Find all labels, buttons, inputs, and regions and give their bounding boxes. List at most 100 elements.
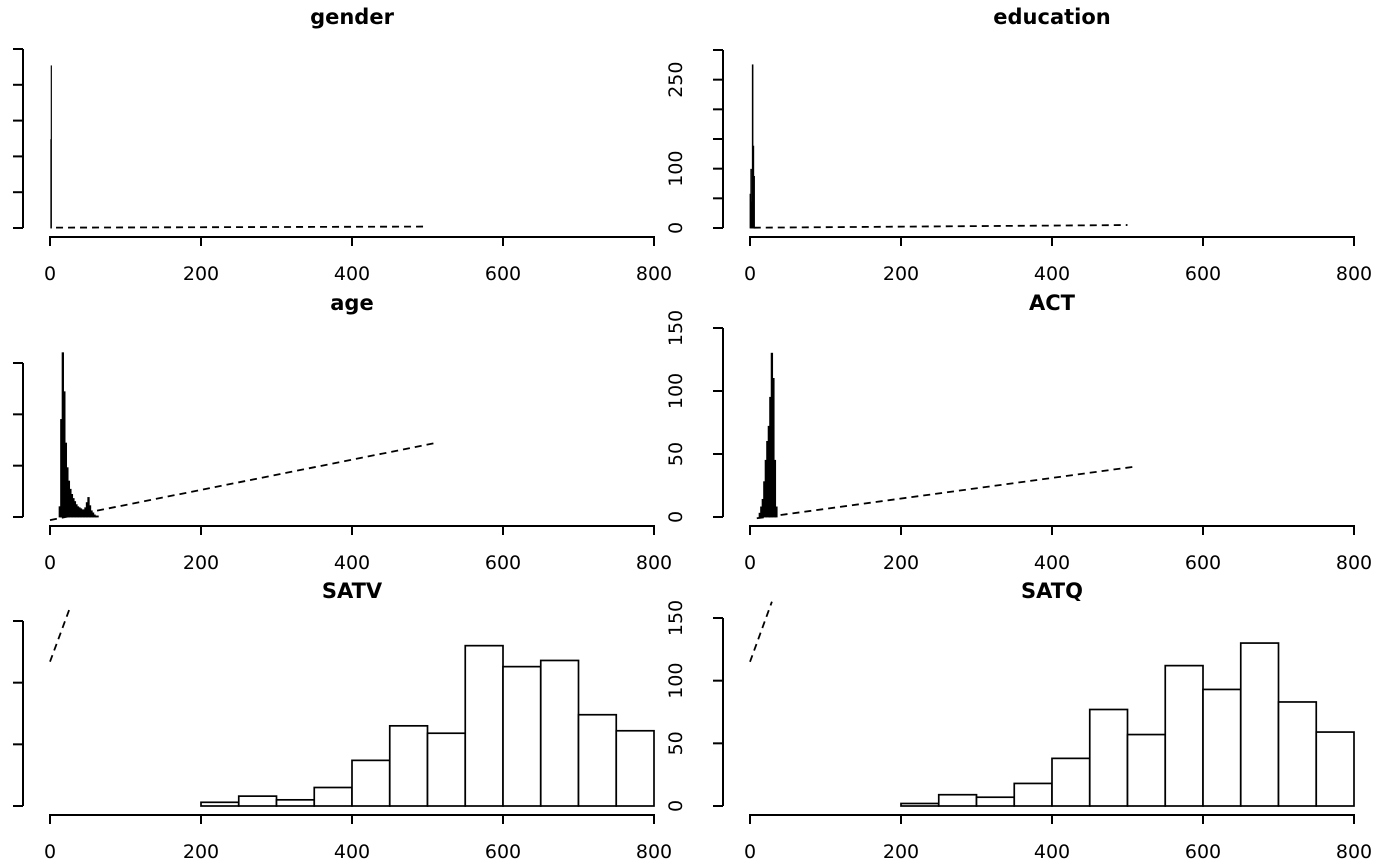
histogram-bar xyxy=(615,729,655,807)
y-axis: 0 50 100 150 xyxy=(665,600,724,812)
histogram-bars xyxy=(200,644,655,807)
x-tick-label: 600 xyxy=(485,552,521,574)
histogram-bar xyxy=(1126,733,1167,807)
histogram-bar xyxy=(1277,701,1318,807)
y-tick-label: 150 xyxy=(665,600,687,636)
x-tick-label: 200 xyxy=(183,841,219,863)
y-tick-label: 100 xyxy=(665,663,687,699)
panel-age: age 0 200 400 600 800 xyxy=(13,291,672,574)
panel-title: ACT xyxy=(1029,291,1076,315)
x-tick-label: 600 xyxy=(1185,552,1221,574)
histogram-bar xyxy=(1088,708,1129,807)
x-tick-label: 0 xyxy=(44,841,56,863)
panel-SATV: SATV 0 200 400 600 800 xyxy=(13,579,672,863)
histogram-bar xyxy=(1202,688,1242,807)
histogram-bar xyxy=(313,786,353,807)
histogram-bar xyxy=(772,377,775,518)
histogram-bar xyxy=(275,798,316,807)
panel-title: gender xyxy=(310,5,395,29)
y-axis xyxy=(13,362,24,518)
x-axis: 0 200 400 600 800 xyxy=(44,814,672,863)
histogram-bar xyxy=(1013,782,1053,807)
x-tick-label: 800 xyxy=(1336,552,1372,574)
histogram-bar xyxy=(1164,664,1204,807)
histogram-bar xyxy=(775,506,778,518)
y-tick-label: 100 xyxy=(665,151,687,187)
histogram-bar xyxy=(200,801,240,807)
dashed-fit-line xyxy=(753,224,1128,229)
histogram-bars xyxy=(749,64,755,229)
y-tick-label: 100 xyxy=(665,373,687,409)
histogram-bar xyxy=(502,665,542,807)
y-tick-label: 0 xyxy=(665,800,687,812)
x-tick-label: 200 xyxy=(883,552,919,574)
panel-gender: gender 0 200 400 600 800 xyxy=(13,5,672,285)
x-tick-label: 800 xyxy=(1336,841,1372,863)
histogram-bar xyxy=(237,795,278,807)
y-axis xyxy=(13,48,24,229)
dashed-fit-line xyxy=(49,442,436,521)
x-tick-label: 0 xyxy=(44,263,56,285)
x-tick-label: 200 xyxy=(183,263,219,285)
x-tick-label: 800 xyxy=(636,552,672,574)
x-tick-label: 0 xyxy=(744,552,756,574)
panel-title: age xyxy=(330,291,373,315)
histogram-bar xyxy=(1051,757,1091,807)
histogram-bar xyxy=(96,515,99,518)
histogram-bars xyxy=(900,642,1355,807)
x-tick-label: 400 xyxy=(1034,552,1070,574)
histogram-bar xyxy=(464,644,504,807)
x-tick-label: 800 xyxy=(636,263,672,285)
x-tick-label: 800 xyxy=(636,841,672,863)
panel-ACT: ACT 0 200 400 600 800 0 50 100 150 xyxy=(665,291,1372,574)
dashed-fit-line xyxy=(49,608,71,663)
x-tick-label: 0 xyxy=(744,263,756,285)
histogram-bars xyxy=(50,65,52,229)
panel-title: education xyxy=(993,5,1110,29)
x-tick-label: 0 xyxy=(44,552,56,574)
x-axis: 0 200 400 600 800 xyxy=(44,525,672,574)
histogram-bars xyxy=(758,352,778,518)
histogram-bar xyxy=(577,713,618,807)
x-tick-label: 0 xyxy=(744,841,756,863)
y-axis: 0 50 100 150 xyxy=(665,310,724,523)
x-tick-label: 200 xyxy=(883,263,919,285)
x-axis: 0 200 400 600 800 xyxy=(44,236,672,285)
x-tick-label: 400 xyxy=(334,263,370,285)
x-tick-label: 600 xyxy=(485,263,521,285)
y-tick-label: 150 xyxy=(665,310,687,346)
y-axis xyxy=(13,620,24,807)
panel-title: SATQ xyxy=(1021,579,1083,603)
x-tick-label: 800 xyxy=(1336,263,1372,285)
y-tick-label: 0 xyxy=(665,511,687,523)
x-tick-label: 400 xyxy=(334,552,370,574)
histogram-bar xyxy=(1315,731,1355,807)
panel-SATQ: SATQ 0 200 400 600 800 0 50 100 150 xyxy=(665,579,1372,863)
histogram-bar xyxy=(937,793,978,807)
dashed-fit-line xyxy=(56,225,428,229)
histogram-bar xyxy=(426,732,467,807)
dashed-fit-line xyxy=(756,465,1136,520)
x-tick-label: 600 xyxy=(1185,841,1221,863)
y-tick-label: 250 xyxy=(665,62,687,98)
x-axis: 0 200 400 600 800 xyxy=(744,814,1372,863)
x-axis: 0 200 400 600 800 xyxy=(744,236,1372,285)
histogram-bar xyxy=(388,724,429,807)
y-axis: 0 100 250 xyxy=(665,49,724,234)
histogram-bar xyxy=(773,459,777,518)
histogram-bars xyxy=(58,352,99,518)
x-tick-label: 400 xyxy=(334,841,370,863)
x-tick-label: 200 xyxy=(883,841,919,863)
y-tick-label: 50 xyxy=(665,731,687,755)
histogram-bar xyxy=(900,802,940,807)
x-axis: 0 200 400 600 800 xyxy=(744,525,1372,574)
histogram-bar xyxy=(539,659,580,807)
x-tick-label: 400 xyxy=(1034,263,1070,285)
histogram-bar xyxy=(753,175,755,229)
x-tick-label: 600 xyxy=(1185,263,1221,285)
histogram-bar xyxy=(1239,642,1280,807)
x-tick-label: 200 xyxy=(183,552,219,574)
histogram-bar xyxy=(975,796,1016,807)
